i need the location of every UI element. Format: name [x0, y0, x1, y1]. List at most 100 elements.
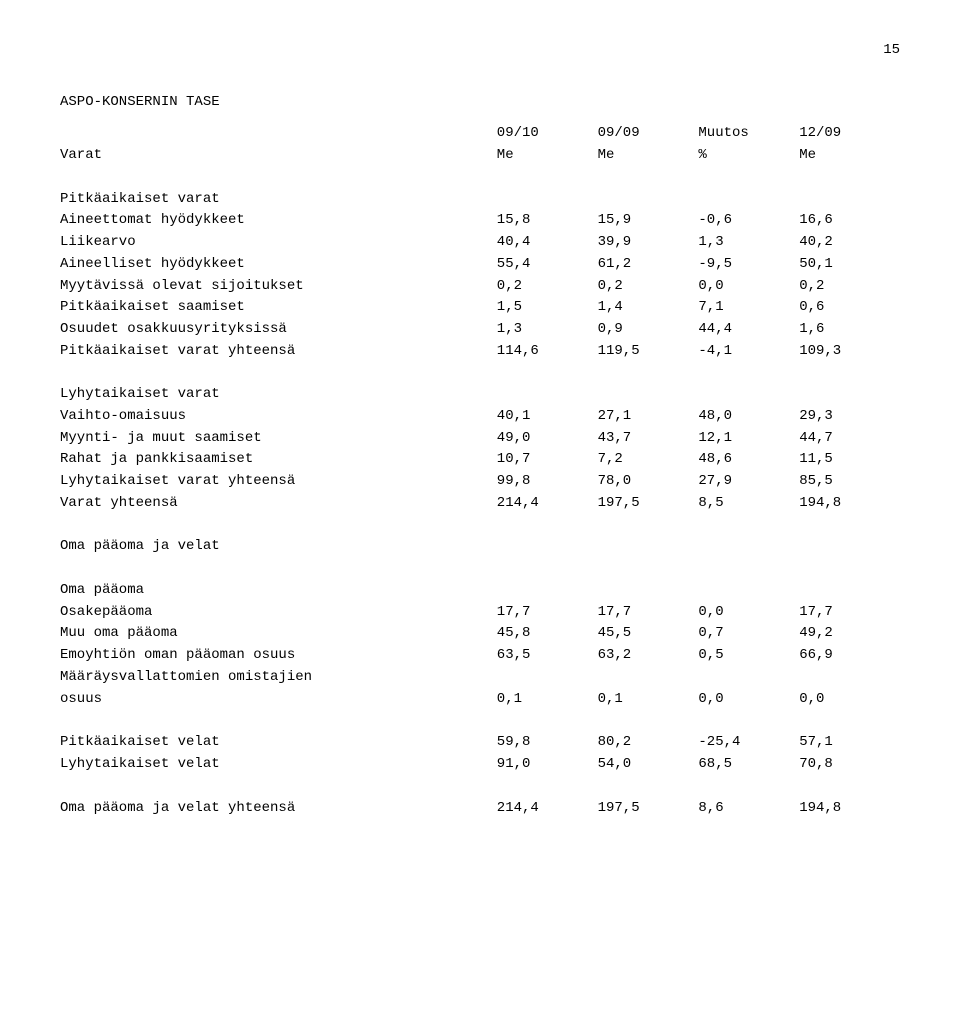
- row-label: Lyhytaikaiset velat: [60, 754, 497, 776]
- cell: 27,1: [598, 406, 699, 428]
- header-row-2: Varat Me Me % Me: [60, 145, 900, 167]
- table-row: Lyhytaikaiset varat yhteensä 99,8 78,0 2…: [60, 471, 900, 493]
- cell: 0,2: [598, 276, 699, 298]
- section-header: Pitkäaikaiset varat: [60, 189, 900, 211]
- cell: -0,6: [698, 210, 799, 232]
- table-row: Myytävissä olevat sijoitukset 0,2 0,2 0,…: [60, 276, 900, 298]
- cell: 10,7: [497, 449, 598, 471]
- cell: 50,1: [799, 254, 900, 276]
- cell: 91,0: [497, 754, 598, 776]
- cell: 1,3: [497, 319, 598, 341]
- cell: 1,6: [799, 319, 900, 341]
- cell: 11,5: [799, 449, 900, 471]
- row-label: Osuudet osakkuusyrityksissä: [60, 319, 497, 341]
- table-row: Aineettomat hyödykkeet 15,8 15,9 -0,6 16…: [60, 210, 900, 232]
- row-label: Määräysvallattomien omistajien: [60, 667, 497, 689]
- cell: 109,3: [799, 341, 900, 363]
- row-label: Vaihto-omaisuus: [60, 406, 497, 428]
- cell: 197,5: [598, 798, 699, 820]
- cell: 57,1: [799, 732, 900, 754]
- varat-label: Varat: [60, 145, 497, 167]
- cell: 85,5: [799, 471, 900, 493]
- row-label: Myytävissä olevat sijoitukset: [60, 276, 497, 298]
- row-label: Aineettomat hyödykkeet: [60, 210, 497, 232]
- document-title: ASPO-KONSERNIN TASE: [60, 92, 900, 114]
- cell: 197,5: [598, 493, 699, 515]
- row-label: Liikearvo: [60, 232, 497, 254]
- col-header: 12/09: [799, 123, 900, 145]
- cell: 66,9: [799, 645, 900, 667]
- header-row-1: 09/10 09/09 Muutos 12/09: [60, 123, 900, 145]
- table-row: Osakepääoma 17,7 17,7 0,0 17,7: [60, 602, 900, 624]
- cell: 7,1: [698, 297, 799, 319]
- total-row: Oma pääoma ja velat yhteensä 214,4 197,5…: [60, 798, 900, 820]
- section-header: Lyhytaikaiset varat: [60, 384, 900, 406]
- cell: 54,0: [598, 754, 699, 776]
- cell: 45,8: [497, 623, 598, 645]
- cell: 0,0: [698, 276, 799, 298]
- row-label: osuus: [60, 689, 497, 711]
- cell: 49,0: [497, 428, 598, 450]
- row-label: Varat yhteensä: [60, 493, 497, 515]
- row-label: Oma pääoma ja velat yhteensä: [60, 798, 497, 820]
- section-header: Oma pääoma ja velat: [60, 536, 900, 558]
- section-label: Oma pääoma ja velat: [60, 536, 497, 558]
- table-row: Määräysvallattomien omistajien: [60, 667, 900, 689]
- cell: 8,6: [698, 798, 799, 820]
- row-label: Pitkäaikaiset varat yhteensä: [60, 341, 497, 363]
- row-label: Pitkäaikaiset velat: [60, 732, 497, 754]
- row-label: Aineelliset hyödykkeet: [60, 254, 497, 276]
- section-label: Oma pääoma: [60, 580, 497, 602]
- cell: 114,6: [497, 341, 598, 363]
- row-label: Muu oma pääoma: [60, 623, 497, 645]
- cell: 16,6: [799, 210, 900, 232]
- col-unit: %: [698, 145, 799, 167]
- col-header: 09/10: [497, 123, 598, 145]
- cell: 17,7: [598, 602, 699, 624]
- table-row: Pitkäaikaiset velat 59,8 80,2 -25,4 57,1: [60, 732, 900, 754]
- row-label: Lyhytaikaiset varat yhteensä: [60, 471, 497, 493]
- cell: 45,5: [598, 623, 699, 645]
- table-row: Osuudet osakkuusyrityksissä 1,3 0,9 44,4…: [60, 319, 900, 341]
- table-row: Muu oma pääoma 45,8 45,5 0,7 49,2: [60, 623, 900, 645]
- cell: 17,7: [497, 602, 598, 624]
- cell: 99,8: [497, 471, 598, 493]
- col-header: Muutos: [698, 123, 799, 145]
- cell: 40,1: [497, 406, 598, 428]
- cell: 40,2: [799, 232, 900, 254]
- cell: -25,4: [698, 732, 799, 754]
- cell: 0,0: [698, 602, 799, 624]
- row-label: Myynti- ja muut saamiset: [60, 428, 497, 450]
- table-row: Varat yhteensä 214,4 197,5 8,5 194,8: [60, 493, 900, 515]
- cell: 194,8: [799, 493, 900, 515]
- cell: 48,0: [698, 406, 799, 428]
- cell: 214,4: [497, 798, 598, 820]
- cell: 1,5: [497, 297, 598, 319]
- cell: 1,4: [598, 297, 699, 319]
- cell: 43,7: [598, 428, 699, 450]
- cell: 0,1: [598, 689, 699, 711]
- col-unit: Me: [598, 145, 699, 167]
- cell: 119,5: [598, 341, 699, 363]
- col-header: 09/09: [598, 123, 699, 145]
- cell: 40,4: [497, 232, 598, 254]
- cell: 15,9: [598, 210, 699, 232]
- cell: 59,8: [497, 732, 598, 754]
- section-header: Oma pääoma: [60, 580, 900, 602]
- cell: 27,9: [698, 471, 799, 493]
- cell: 0,9: [598, 319, 699, 341]
- cell: 49,2: [799, 623, 900, 645]
- row-label: Rahat ja pankkisaamiset: [60, 449, 497, 471]
- cell: 70,8: [799, 754, 900, 776]
- table-row: osuus 0,1 0,1 0,0 0,0: [60, 689, 900, 711]
- cell: 80,2: [598, 732, 699, 754]
- cell: 0,6: [799, 297, 900, 319]
- cell: 63,2: [598, 645, 699, 667]
- section-label: Lyhytaikaiset varat: [60, 384, 497, 406]
- cell: 68,5: [698, 754, 799, 776]
- cell: 55,4: [497, 254, 598, 276]
- cell: 214,4: [497, 493, 598, 515]
- col-unit: Me: [799, 145, 900, 167]
- cell: 17,7: [799, 602, 900, 624]
- cell: 0,0: [698, 689, 799, 711]
